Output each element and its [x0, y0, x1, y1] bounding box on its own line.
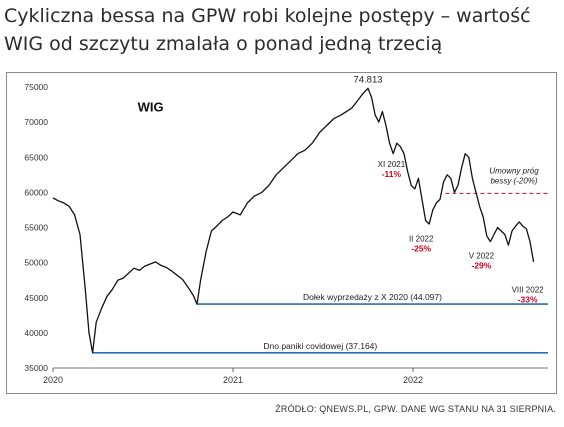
annotation-ii-2022: II 2022	[409, 235, 434, 244]
y-tick-label: 45000	[24, 293, 48, 303]
x-tick-label: 2020	[43, 375, 63, 385]
series-line-wig	[52, 87, 535, 354]
x-tick-label: 2022	[403, 375, 423, 385]
bear-threshold-label-line: bessy (-20%)	[490, 176, 537, 185]
annotation-viii-2022: VIII 2022	[512, 286, 545, 295]
annotation-xi-2021: XI 2021	[378, 160, 406, 169]
x-tick-label: 2021	[223, 375, 243, 385]
y-tick-label: 50000	[24, 258, 48, 268]
y-tick-label: 55000	[24, 223, 48, 233]
sale-hole-label: Dołek wyprzedaży z X 2020 (44.097)	[303, 292, 442, 302]
annotation-xi-2021-pct: -11%	[382, 169, 402, 179]
y-tick-label: 35000	[24, 363, 48, 373]
y-tick-label: 60000	[24, 187, 48, 197]
y-tick-label: 65000	[24, 152, 48, 162]
annotation-peak: 74.813	[353, 74, 382, 85]
annotation-v-2022: V 2022	[469, 252, 495, 261]
annotation-ii-2022-pct: -25%	[411, 244, 431, 254]
page-title: Cykliczna bessa na GPW robi kolejne post…	[4, 5, 531, 55]
y-tick-label: 40000	[24, 328, 48, 338]
wig-line-chart: 35000 40000 45000 50000 55000 60000 65000 70000…	[24, 74, 548, 385]
source-note: ŹRÓDŁO: QNEWS.PL, GPW. DANE WG STANU NA …	[275, 404, 556, 414]
chart-title: WIG	[138, 100, 164, 115]
covid-low-label: Dno paniki covidowej (37.164)	[263, 341, 377, 351]
y-tick-label: 70000	[24, 117, 48, 127]
annotation-v-2022-pct: -29%	[471, 261, 491, 271]
annotation-viii-2022-pct: -33%	[518, 295, 538, 305]
chart-frame: 35000 40000 45000 50000 55000 60000 65000 70000…	[6, 72, 557, 394]
y-tick-label: 75000	[24, 82, 48, 92]
bear-threshold-label-line: Umowny próg	[489, 166, 539, 175]
